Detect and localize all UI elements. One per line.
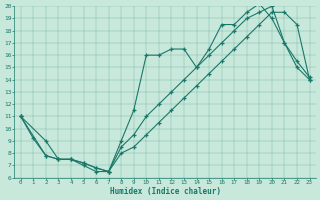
X-axis label: Humidex (Indice chaleur): Humidex (Indice chaleur) <box>110 187 220 196</box>
